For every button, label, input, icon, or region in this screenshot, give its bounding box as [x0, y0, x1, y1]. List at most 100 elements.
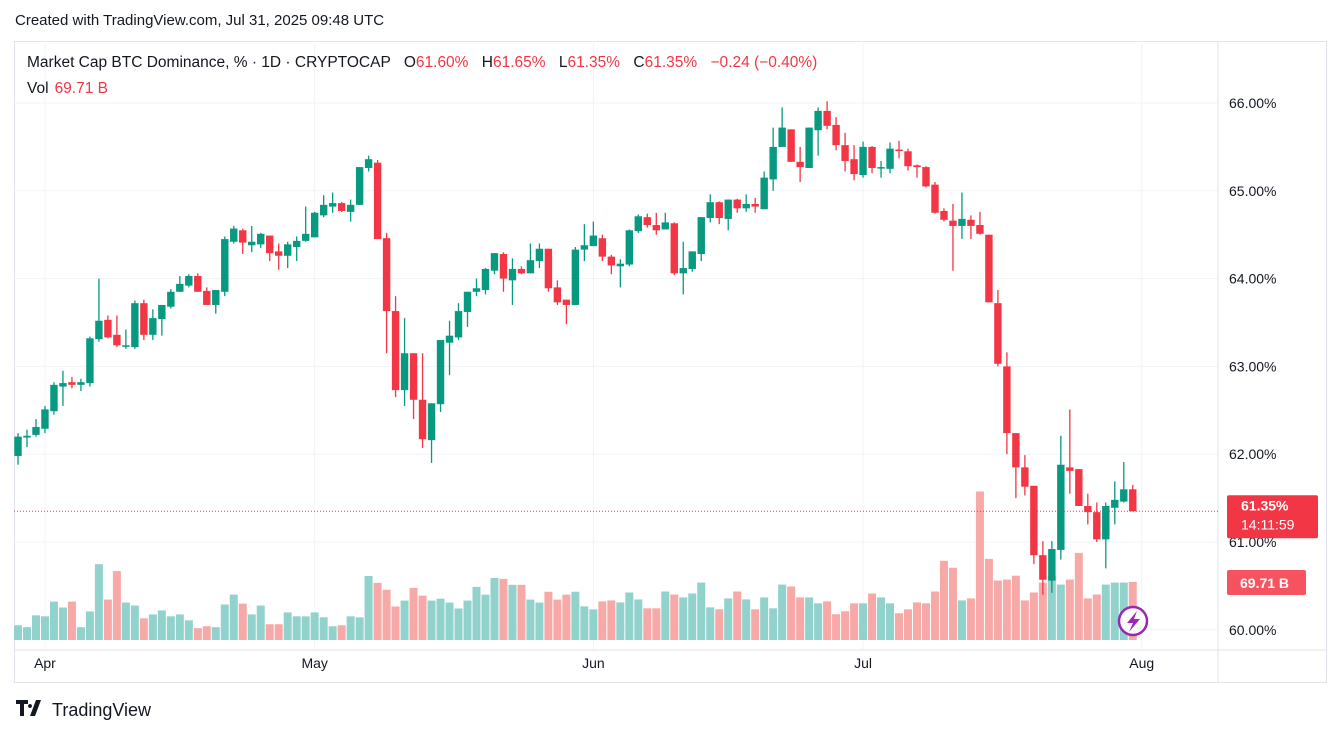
candle — [400, 318, 409, 406]
candle-body — [1120, 489, 1128, 502]
tradingview-logo-icon — [16, 700, 41, 716]
candle-body — [931, 184, 939, 213]
candle — [292, 236, 301, 262]
footer-brand[interactable]: TradingView — [16, 699, 151, 722]
candle-body — [427, 403, 436, 441]
volume-bar — [499, 578, 508, 640]
volume-bar — [877, 597, 886, 640]
candle — [1021, 455, 1029, 496]
volume-bar — [292, 616, 301, 640]
candle — [832, 117, 840, 151]
candle-body — [1021, 467, 1029, 487]
volume-bar — [14, 625, 22, 640]
candle — [1003, 352, 1011, 455]
volume-bar — [913, 602, 921, 640]
candle-body — [95, 320, 103, 340]
candle-body — [679, 268, 687, 274]
volume-bar — [175, 614, 184, 640]
volume-bar — [301, 616, 310, 640]
volume-bar — [625, 592, 634, 640]
candle — [328, 192, 337, 213]
volume-bar — [508, 584, 517, 640]
low-value: 61.35% — [567, 54, 621, 71]
candle-body — [1048, 549, 1056, 581]
candle-body — [1003, 366, 1011, 434]
candle — [787, 129, 795, 162]
candle-body — [337, 203, 346, 211]
candle — [1057, 435, 1065, 560]
volume-bar — [993, 580, 1002, 640]
candle — [706, 194, 714, 223]
candle — [904, 148, 912, 171]
candle-body — [50, 384, 58, 412]
volume-bar — [31, 615, 40, 640]
volume-bar — [157, 610, 166, 640]
candle-body — [967, 219, 975, 226]
time-axis-label: Jun — [582, 655, 605, 671]
volume-bar — [679, 597, 688, 640]
candle — [733, 198, 741, 213]
candle-body — [922, 167, 930, 187]
volume-bar — [823, 601, 832, 640]
volume-bar — [310, 612, 319, 640]
candle-body — [346, 204, 355, 212]
volume-bar — [229, 594, 238, 640]
volume-bar — [382, 589, 391, 640]
candle-body — [580, 245, 589, 250]
candle-body — [104, 319, 112, 338]
candle — [1030, 485, 1038, 564]
volume-bar — [400, 600, 409, 640]
candle-body — [976, 225, 984, 234]
volume-bar — [930, 591, 939, 640]
candle — [562, 299, 571, 325]
candle — [652, 212, 660, 235]
candle-body — [391, 311, 400, 391]
candle-body — [122, 345, 130, 347]
candle — [697, 217, 705, 262]
candle — [859, 141, 867, 178]
candle — [877, 160, 885, 178]
candle — [751, 197, 759, 213]
candle — [14, 433, 22, 465]
candle — [481, 268, 490, 295]
volume-bar — [697, 582, 706, 640]
lightning-icon[interactable] — [1117, 605, 1149, 637]
candle — [994, 290, 1002, 367]
candle — [940, 208, 948, 222]
volume-bar — [1047, 575, 1056, 640]
candle — [715, 201, 723, 225]
candle-body — [1075, 469, 1083, 507]
candle-body — [445, 335, 454, 343]
brand-name: TradingView — [52, 700, 152, 720]
candle — [661, 212, 669, 230]
volume-bar — [787, 586, 796, 640]
candle — [823, 101, 831, 130]
grid-lines — [14, 41, 1218, 650]
candle — [355, 167, 364, 205]
volume-bar — [445, 602, 454, 640]
volume-bar — [948, 567, 957, 640]
candle — [95, 278, 103, 342]
volume-bar — [328, 626, 337, 640]
candle-body — [985, 234, 993, 303]
candle-body — [490, 253, 499, 271]
volume-bar — [337, 625, 346, 640]
volume-bar — [742, 599, 751, 640]
volume-bar — [526, 599, 535, 640]
volume-bar — [670, 594, 679, 640]
candle-body — [769, 146, 777, 180]
low-label: L — [558, 54, 568, 71]
volume-bar — [94, 564, 103, 640]
high-label: H — [481, 54, 493, 71]
candles — [14, 101, 1137, 595]
candle-body — [652, 225, 660, 231]
candle-body — [1084, 506, 1092, 513]
candle-body — [805, 127, 813, 168]
volume-bar — [895, 613, 904, 640]
volume-bar — [805, 597, 814, 640]
candle-body — [59, 383, 67, 387]
volume-bar — [463, 600, 472, 640]
volume-bar — [148, 614, 157, 640]
candle — [391, 296, 400, 398]
